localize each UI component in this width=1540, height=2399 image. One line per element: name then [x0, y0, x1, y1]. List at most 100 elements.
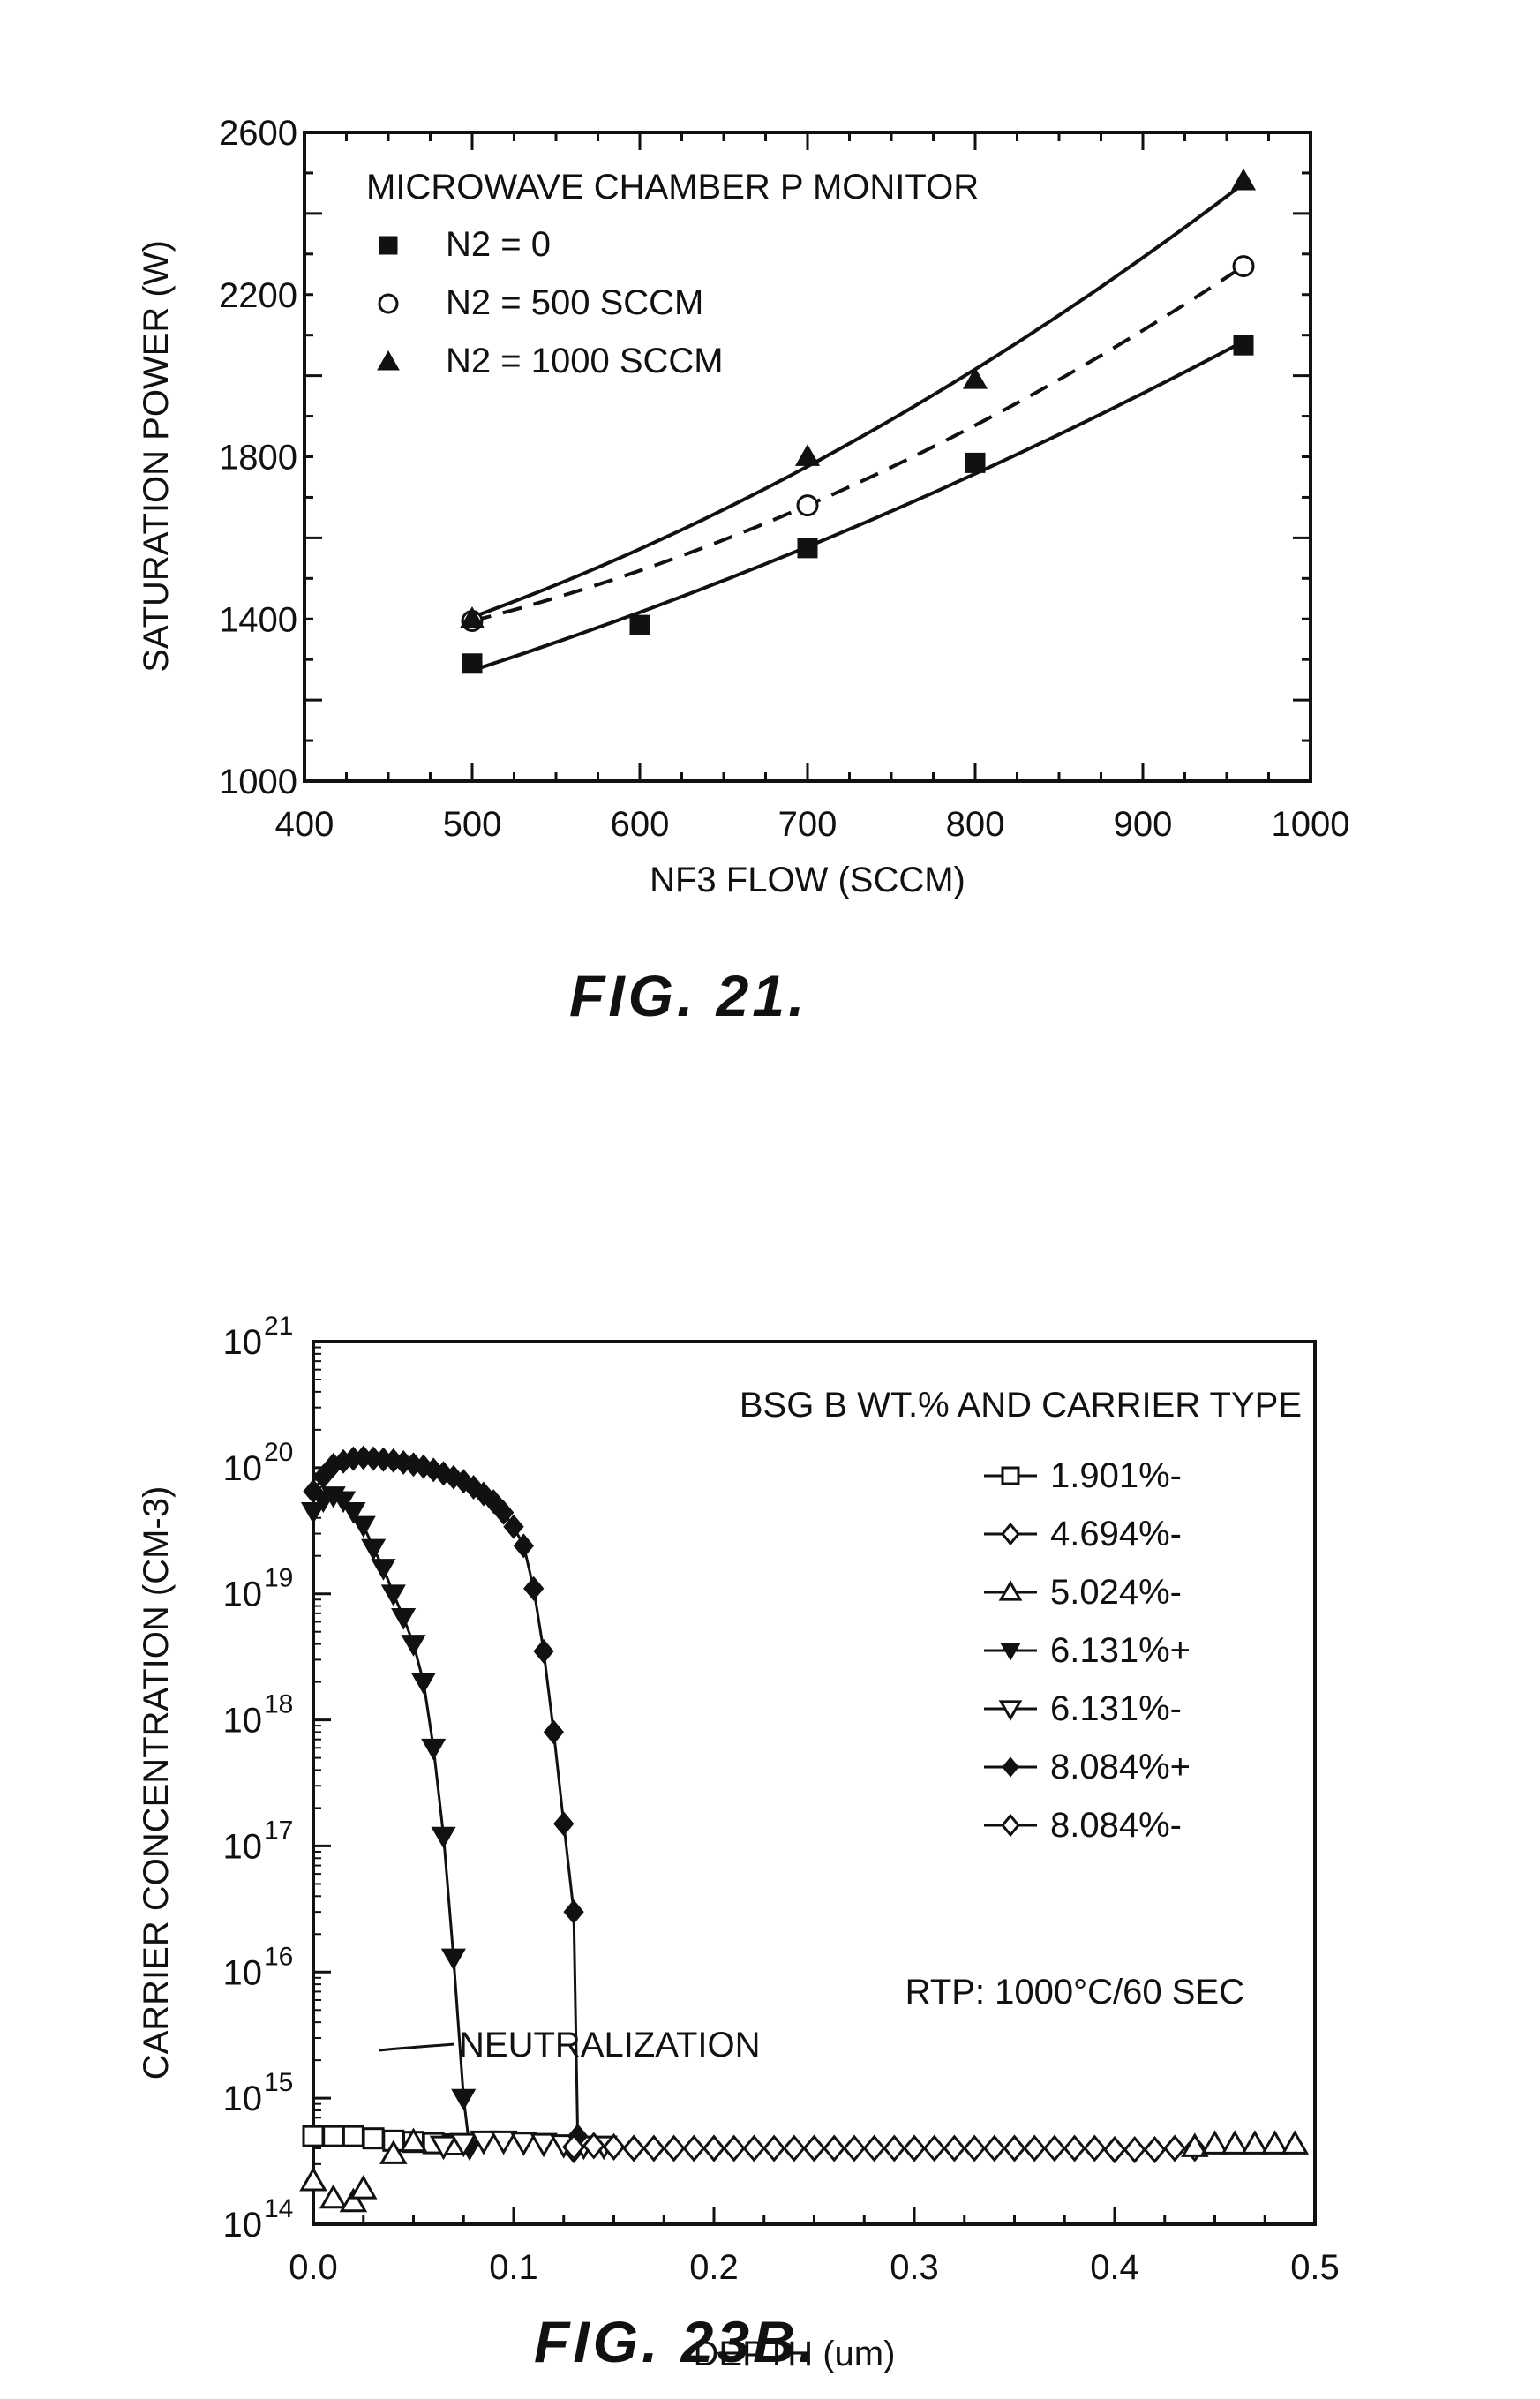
y-tick-label: 1800: [219, 439, 297, 478]
legend-marker-n2-1000-sccm: [378, 351, 399, 370]
data-point-6-131: [422, 1739, 445, 1759]
legend-label: N2 = 1000 SCCM: [446, 342, 724, 380]
data-point-n2-1000-sccm: [1232, 169, 1255, 190]
legend-label: 5.024%-: [1050, 1573, 1182, 1612]
y-axis-label: CARRIER CONCENTRATION (CM-3): [137, 1486, 176, 2080]
series-line-n2-0: [472, 342, 1243, 671]
data-point-8-084: [564, 1900, 583, 1923]
x-tick-label: 0.5: [1290, 2248, 1340, 2287]
figure-caption: FIG. 21.: [569, 962, 808, 1029]
legend-label: 4.694%-: [1050, 1515, 1182, 1553]
y-tick-label: 10: [223, 2206, 263, 2245]
legend-label: 6.131%-: [1050, 1689, 1182, 1728]
y-tick-exponent: 15: [264, 2068, 293, 2097]
legend-marker-n2-500-sccm: [379, 295, 397, 312]
data-point-6-131: [432, 1827, 454, 1847]
data-point-1-901: [364, 2129, 383, 2148]
y-tick-label: 10: [223, 1323, 263, 1362]
x-tick-label: 0.0: [289, 2248, 338, 2287]
x-tick-label: 400: [275, 805, 334, 844]
data-point-n2-0: [630, 615, 650, 635]
data-point-6-131: [372, 1560, 394, 1580]
data-point-6-131: [352, 1516, 375, 1537]
y-tick-label: 2600: [219, 114, 297, 153]
x-tick-label: 0.2: [689, 2248, 739, 2287]
figure-21: 4005006007008009001000 10001400180022002…: [0, 0, 1540, 1103]
data-point-8-084: [785, 2137, 804, 2160]
legend-marker-1-901: [1003, 1468, 1018, 1484]
data-point-n2-0: [798, 538, 817, 558]
data-point-5-024: [302, 2170, 325, 2190]
data-point-8-084: [744, 2137, 763, 2160]
y-tick-exponent: 20: [264, 1438, 293, 1467]
x-tick-label: 700: [778, 805, 838, 844]
data-point-8-084: [1005, 2137, 1025, 2160]
data-point-5-024: [1263, 2132, 1286, 2153]
data-point-1-901: [343, 2126, 363, 2146]
x-axis-label: NF3 FLOW (SCCM): [650, 861, 965, 899]
data-point-8-084: [624, 2137, 643, 2160]
data-point-n2-1000-sccm: [796, 445, 819, 465]
legend-label: 1.901%-: [1050, 1456, 1182, 1495]
data-point-8-084: [884, 2137, 904, 2160]
data-point-8-084: [1045, 2137, 1064, 2160]
chart-fig23b: 0.00.10.20.30.40.5 101410151016101710181…: [0, 1209, 1540, 2399]
data-point-8-084: [1105, 2138, 1124, 2161]
y-tick-label: 10: [223, 1449, 263, 1488]
data-point-6-131: [412, 1673, 435, 1694]
rtp-annotation: RTP: 1000°C/60 SEC: [905, 1973, 1244, 2012]
data-point-8-084: [514, 1534, 533, 1557]
legend-marker-8-084: [1003, 1757, 1018, 1777]
y-tick-exponent: 19: [264, 1564, 293, 1593]
data-point-1-901: [304, 2126, 323, 2146]
data-point-8-084: [1025, 2137, 1044, 2160]
legend-label: 8.084%-: [1050, 1806, 1182, 1845]
y-tick-exponent: 21: [264, 1312, 293, 1341]
data-point-n2-1000-sccm: [964, 368, 987, 388]
neutralization-leader: [379, 2044, 454, 2050]
y-tick-label: 10: [223, 2079, 263, 2118]
figure-caption: FIG. 23B.: [534, 2308, 818, 2375]
data-point-5-024: [1283, 2132, 1306, 2153]
data-point-6-131: [442, 1949, 465, 1969]
legend-label: 8.084%+: [1050, 1748, 1191, 1786]
y-tick-exponent: 16: [264, 1942, 293, 1971]
legend-label: 6.131%+: [1050, 1631, 1191, 1670]
data-point-n2-0: [1234, 335, 1253, 355]
chart-fig21: 4005006007008009001000 10001400180022002…: [0, 0, 1540, 1103]
x-tick-label: 0.4: [1090, 2248, 1139, 2287]
data-point-8-084: [704, 2137, 724, 2160]
data-point-8-084: [824, 2137, 844, 2160]
data-point-8-084: [805, 2137, 824, 2160]
data-point-6-131: [362, 1539, 385, 1560]
data-point-n2-0: [965, 453, 985, 472]
data-point-8-084: [554, 1812, 574, 1835]
data-point-n2-500-sccm: [1234, 257, 1253, 276]
data-point-5-024: [1223, 2132, 1246, 2153]
data-point-8-084: [665, 2137, 684, 2160]
legend-label: N2 = 0: [446, 225, 551, 264]
data-point-8-084: [684, 2137, 703, 2160]
data-point-8-084: [534, 1640, 553, 1663]
y-tick-label: 10: [223, 1576, 263, 1614]
data-point-8-084: [925, 2137, 944, 2160]
data-point-8-084: [524, 1577, 544, 1600]
data-point-8-084: [905, 2137, 924, 2160]
x-tick-label: 800: [946, 805, 1005, 844]
data-point-n2-0: [462, 654, 482, 673]
legend-marker-8-084: [1003, 1816, 1018, 1835]
data-point-8-084: [944, 2137, 964, 2160]
data-point-8-084: [1085, 2137, 1104, 2160]
data-point-5-024: [1203, 2132, 1226, 2153]
legend-title: MICROWAVE CHAMBER P MONITOR: [366, 168, 979, 207]
legend-label: N2 = 500 SCCM: [446, 283, 703, 322]
legend: MICROWAVE CHAMBER P MONITOR N2 = 0 N2 = 5…: [366, 168, 979, 380]
legend: BSG B WT.% AND CARRIER TYPE 1.901%- 4.694…: [740, 1386, 1302, 1845]
data-point-6-131: [452, 2089, 475, 2109]
data-point-8-084: [644, 2137, 664, 2160]
legend-title: BSG B WT.% AND CARRIER TYPE: [740, 1386, 1302, 1425]
data-point-5-024: [352, 2177, 375, 2198]
data-point-8-084: [985, 2137, 1004, 2160]
y-tick-label: 10: [223, 1702, 263, 1741]
data-point-1-901: [324, 2126, 343, 2146]
